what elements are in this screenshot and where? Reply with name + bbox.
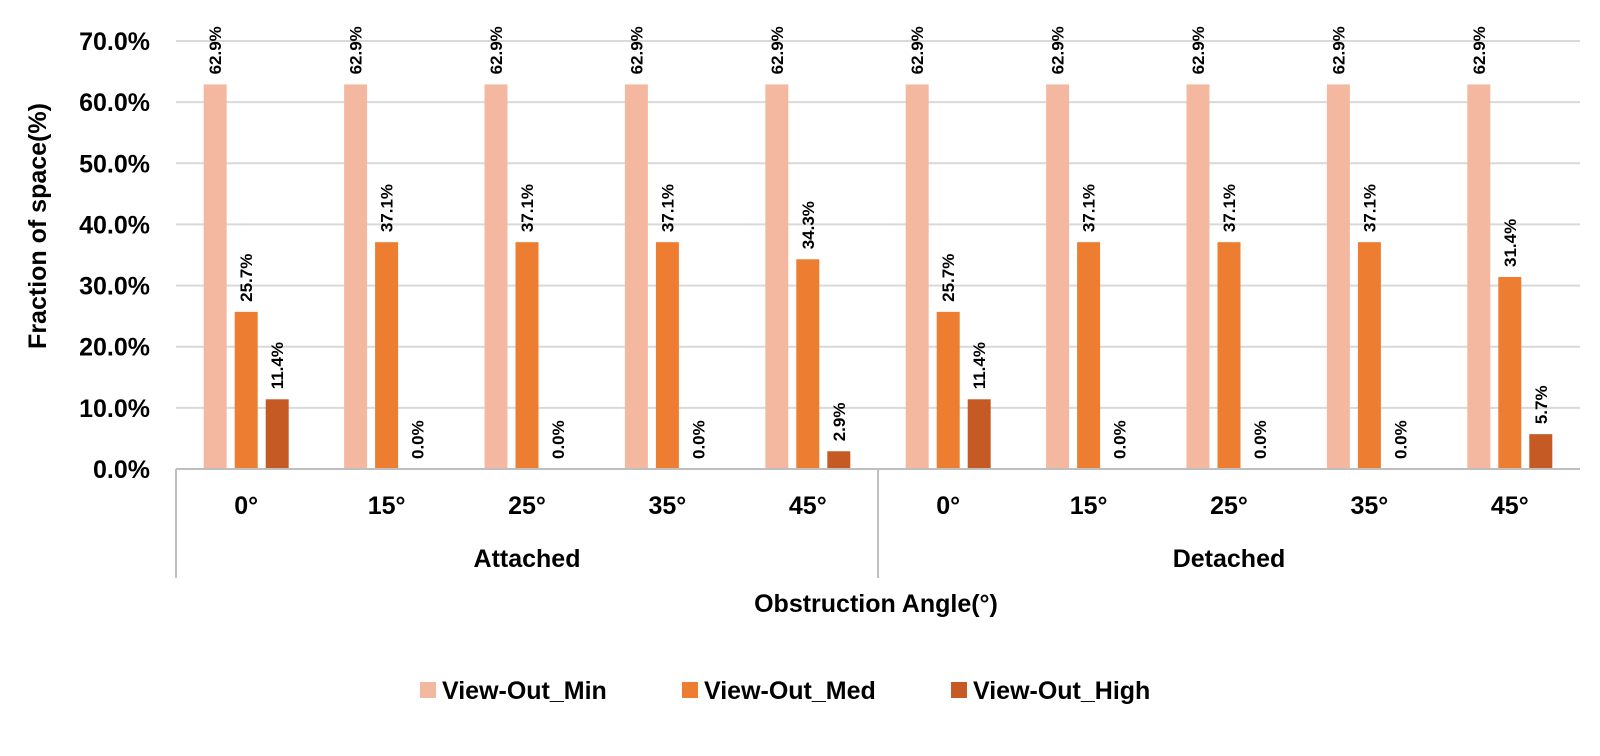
x-axis: 0° 15° 25° 35° 45° Attached 0° 15° 25° 35° 45° Deta… bbox=[175, 468, 1580, 578]
data-label: 37.1% bbox=[518, 184, 537, 232]
data-label: 0.0% bbox=[409, 420, 428, 459]
data-label: 37.1% bbox=[378, 184, 397, 232]
data-label: 0.0% bbox=[1111, 420, 1130, 459]
bar-view-out-high bbox=[967, 399, 991, 469]
data-label: 62.9% bbox=[768, 26, 787, 74]
data-label: 0.0% bbox=[689, 420, 708, 459]
bar-view-out-min bbox=[624, 84, 648, 469]
x-tick-label: 35° bbox=[648, 492, 686, 520]
legend: View-Out_Min View-Out_Med View-Out_High bbox=[420, 677, 1150, 705]
data-label: 11.4% bbox=[268, 342, 287, 389]
x-tick-label: 25° bbox=[1210, 492, 1248, 520]
data-label: 37.1% bbox=[1220, 184, 1239, 232]
bar-view-out-high bbox=[1529, 434, 1553, 469]
x-tick-label: 0° bbox=[936, 492, 960, 520]
bar-view-out-min bbox=[905, 84, 929, 469]
x-group-label: Detached bbox=[1173, 545, 1286, 573]
bar-view-out-min bbox=[344, 84, 368, 469]
y-axis-ticks: 0.0% 10.0% 20.0% 30.0% 40.0% 50.0% 60.0% 70.0% bbox=[79, 28, 150, 484]
y-tick-label: 0.0% bbox=[93, 456, 150, 484]
data-label: 62.9% bbox=[908, 26, 927, 74]
data-label: 25.7% bbox=[939, 254, 958, 302]
data-label: 31.4% bbox=[1501, 219, 1520, 267]
bar-view-out-high bbox=[265, 399, 289, 469]
data-label: 62.9% bbox=[1470, 26, 1489, 74]
x-tick-label: 25° bbox=[508, 492, 546, 520]
bar-view-out-med bbox=[375, 242, 399, 469]
bar-view-out-min bbox=[1046, 84, 1070, 469]
bar-view-out-min bbox=[1186, 84, 1210, 469]
x-axis-title: Obstruction Angle(°) bbox=[754, 590, 998, 618]
x-tick-label: 45° bbox=[1491, 492, 1529, 520]
data-label: 25.7% bbox=[237, 254, 256, 302]
y-tick-label: 60.0% bbox=[79, 89, 150, 117]
bar-view-out-min bbox=[1326, 84, 1350, 469]
bar-view-out-med bbox=[936, 311, 960, 469]
legend-label: View-Out_Med bbox=[704, 677, 876, 705]
data-label: 37.1% bbox=[658, 184, 677, 232]
x-tick-label: 15° bbox=[1070, 492, 1108, 520]
data-label: 62.9% bbox=[1049, 26, 1068, 74]
x-tick-label: 15° bbox=[368, 492, 406, 520]
bar-view-out-med bbox=[234, 311, 258, 469]
bar-view-out-high bbox=[827, 451, 851, 469]
data-label: 0.0% bbox=[1391, 420, 1410, 459]
data-label: 34.3% bbox=[799, 201, 818, 249]
bar-view-out-med bbox=[515, 242, 539, 469]
data-label: 62.9% bbox=[487, 26, 506, 74]
gridlines bbox=[176, 40, 1580, 409]
bar-view-out-med bbox=[655, 242, 679, 469]
data-label: 37.1% bbox=[1360, 184, 1379, 232]
bars bbox=[203, 84, 1553, 469]
bar-view-out-med bbox=[796, 259, 820, 469]
y-tick-label: 10.0% bbox=[79, 395, 150, 423]
bar-view-out-min bbox=[203, 84, 227, 469]
legend-label: View-Out_High bbox=[973, 677, 1150, 705]
x-group-label: Attached bbox=[474, 545, 581, 573]
x-tick-label: 35° bbox=[1350, 492, 1388, 520]
data-label: 0.0% bbox=[1251, 420, 1270, 459]
y-tick-label: 20.0% bbox=[79, 334, 150, 362]
bar-view-out-min bbox=[1467, 84, 1491, 469]
data-label: 62.9% bbox=[627, 26, 646, 74]
y-tick-label: 50.0% bbox=[79, 150, 150, 178]
bar-view-out-min bbox=[484, 84, 508, 469]
data-label: 37.1% bbox=[1080, 184, 1099, 232]
y-tick-label: 30.0% bbox=[79, 273, 150, 301]
y-tick-label: 70.0% bbox=[79, 28, 150, 56]
x-tick-label: 0° bbox=[234, 492, 258, 520]
y-axis-title: Fraction of space(%) bbox=[24, 103, 52, 349]
x-tick-label: 45° bbox=[789, 492, 827, 520]
legend-swatch bbox=[682, 682, 698, 698]
data-label: 0.0% bbox=[549, 420, 568, 459]
bar-view-out-min bbox=[765, 84, 789, 469]
data-label: 2.9% bbox=[830, 403, 849, 442]
data-label: 11.4% bbox=[970, 342, 989, 389]
bar-view-out-med bbox=[1357, 242, 1381, 469]
bar-view-out-med bbox=[1217, 242, 1241, 469]
y-tick-label: 40.0% bbox=[79, 211, 150, 239]
data-label: 62.9% bbox=[206, 26, 225, 74]
legend-label: View-Out_Min bbox=[442, 677, 607, 705]
data-label: 62.9% bbox=[1189, 26, 1208, 74]
data-labels: 62.9% 25.7% 11.4% 62.9% 37.1% 0.0% 62.9% 37.1% 0… bbox=[206, 26, 1551, 459]
data-label: 5.7% bbox=[1532, 385, 1551, 424]
legend-swatch bbox=[951, 682, 967, 698]
bar-view-out-med bbox=[1077, 242, 1101, 469]
bar-view-out-med bbox=[1498, 277, 1522, 469]
legend-swatch bbox=[420, 682, 436, 698]
data-label: 62.9% bbox=[1329, 26, 1348, 74]
data-label: 62.9% bbox=[347, 26, 366, 74]
